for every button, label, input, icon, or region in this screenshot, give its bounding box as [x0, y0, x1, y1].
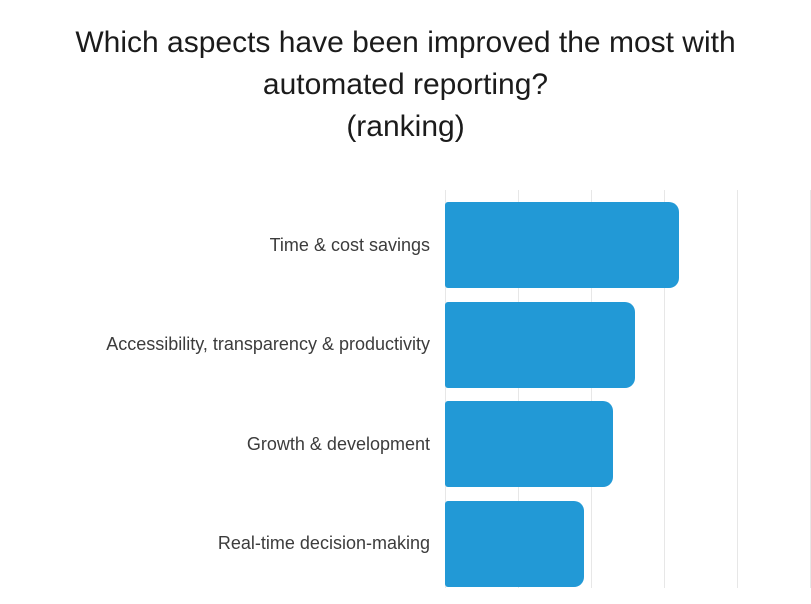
vertical-gridline: [664, 190, 665, 588]
chart-title-line-1: Which aspects have been improved the mos…: [75, 26, 736, 59]
vertical-gridline: [591, 190, 592, 588]
vertical-gridline: [737, 190, 738, 588]
chart-title: Which aspects have been improved the mos…: [0, 22, 811, 148]
bar: [445, 401, 613, 487]
bar: [445, 500, 584, 587]
vertical-gridline: [518, 190, 519, 588]
category-label: Accessibility, transparency & productivi…: [106, 334, 430, 354]
category-label: Real-time decision-making: [217, 533, 430, 553]
category-label: Growth & development: [246, 433, 430, 454]
chart-title-line-2: automated reporting?: [262, 68, 549, 101]
bar: [445, 301, 635, 388]
vertical-gridline: [445, 190, 446, 588]
category-label: Time & cost savings: [269, 234, 430, 255]
chart-title-line-3: (ranking): [346, 110, 465, 143]
bar: [445, 202, 679, 288]
